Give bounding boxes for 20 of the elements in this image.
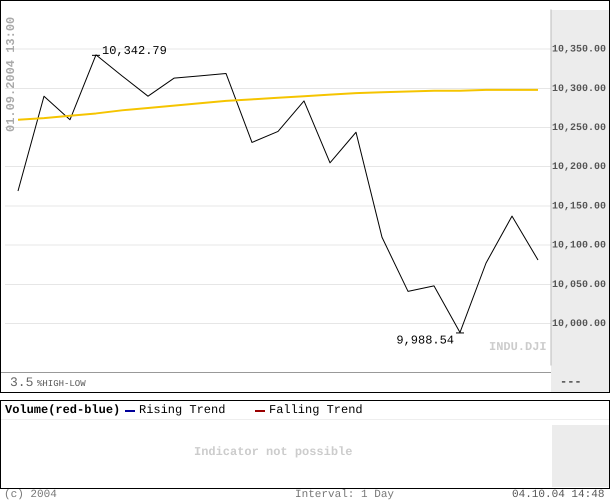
y-tick-label: 10,350.00 [552,44,606,56]
text: Rising Trend [139,403,226,417]
annotation: 01.09.2004 13:00 [4,16,18,132]
data-label: 10,342.79 [102,44,167,58]
text: 04.10.04 14:48 [512,489,604,501]
data-label: 9,988.54 [396,334,454,348]
text: (c) 2004 [4,489,57,501]
y-tick-label: 10,250.00 [552,123,606,134]
text: Falling Trend [269,403,363,417]
y-tick-label: 10,100.00 [552,240,606,252]
y-tick-label: 10,300.00 [552,84,606,95]
text: 3.5 [10,375,34,390]
y-tick-label: 10,150.00 [552,201,606,212]
y-tick-label: 10,000.00 [552,318,606,330]
text: %HIGH-LOW [37,379,86,389]
y-tick-label: 10,200.00 [552,162,606,174]
y-tick-label: 10,050.00 [552,280,606,291]
text: Interval: 1 Day [295,489,394,501]
text: Volume(red-blue) [5,403,120,417]
text: --- [560,375,582,389]
